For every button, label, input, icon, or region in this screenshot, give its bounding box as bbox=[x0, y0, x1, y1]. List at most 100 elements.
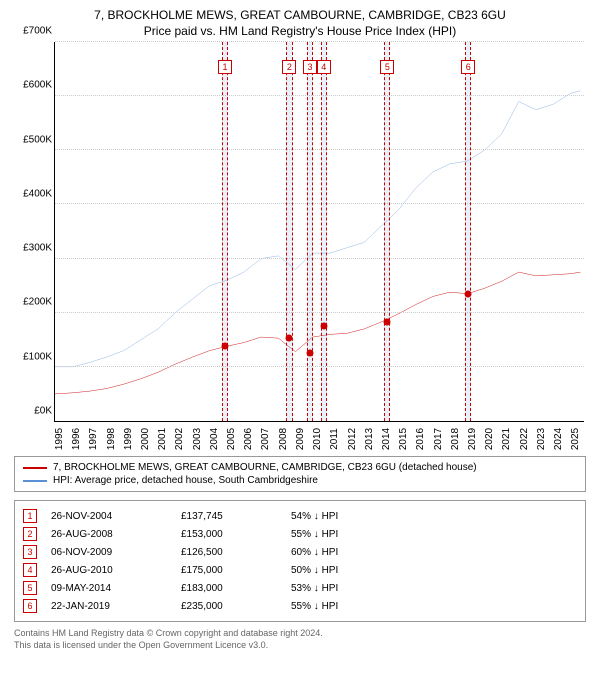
gridline bbox=[55, 203, 584, 204]
x-tick-label: 2000 bbox=[140, 428, 151, 450]
x-tick-label: 2015 bbox=[398, 428, 409, 450]
x-tick-label: 2002 bbox=[174, 428, 185, 450]
gridline bbox=[55, 258, 584, 259]
sale-band bbox=[465, 42, 471, 421]
footer-attribution: Contains HM Land Registry data © Crown c… bbox=[14, 628, 586, 651]
x-tick-label: 2022 bbox=[519, 428, 530, 450]
row-hpi: 55% ↓ HPI bbox=[291, 529, 338, 540]
legend-swatch bbox=[23, 480, 47, 482]
legend-swatch bbox=[23, 467, 47, 469]
x-tick-label: 1997 bbox=[88, 428, 99, 450]
legend: 7, BROCKHOLME MEWS, GREAT CAMBOURNE, CAM… bbox=[14, 456, 586, 492]
row-index-box: 4 bbox=[23, 563, 37, 577]
sale-point-dot bbox=[384, 318, 391, 325]
x-tick-label: 2025 bbox=[570, 428, 581, 450]
chart-area: £0K£100K£200K£300K£400K£500K£600K£700K 1… bbox=[10, 42, 590, 442]
sale-marker-box: 4 bbox=[317, 60, 331, 74]
plot-area: 123456 bbox=[54, 42, 584, 422]
sale-band bbox=[286, 42, 292, 421]
sale-marker-box: 3 bbox=[303, 60, 317, 74]
sale-point-dot bbox=[320, 323, 327, 330]
footer-line1: Contains HM Land Registry data © Crown c… bbox=[14, 628, 586, 640]
legend-row: HPI: Average price, detached house, Sout… bbox=[23, 474, 577, 487]
x-tick-label: 2008 bbox=[278, 428, 289, 450]
y-tick-label: £300K bbox=[23, 243, 52, 254]
row-price: £235,000 bbox=[181, 601, 291, 612]
gridline bbox=[55, 312, 584, 313]
legend-label: HPI: Average price, detached house, Sout… bbox=[53, 475, 318, 486]
x-tick-label: 2023 bbox=[536, 428, 547, 450]
table-row: 2 26-AUG-2008£153,00055% ↓ HPI bbox=[23, 525, 577, 543]
row-date: 22-JAN-2019 bbox=[51, 601, 181, 612]
y-tick-label: £0K bbox=[34, 406, 52, 417]
row-price: £175,000 bbox=[181, 565, 291, 576]
row-hpi: 60% ↓ HPI bbox=[291, 547, 338, 558]
row-date: 26-AUG-2010 bbox=[51, 565, 181, 576]
sale-point-dot bbox=[465, 290, 472, 297]
gridline bbox=[55, 95, 584, 96]
chart-container: 7, BROCKHOLME MEWS, GREAT CAMBOURNE, CAM… bbox=[0, 0, 600, 659]
table-row: 6 22-JAN-2019£235,00055% ↓ HPI bbox=[23, 597, 577, 615]
y-tick-label: £200K bbox=[23, 297, 52, 308]
row-index-box: 2 bbox=[23, 527, 37, 541]
y-tick-label: £500K bbox=[23, 134, 52, 145]
row-hpi: 54% ↓ HPI bbox=[291, 511, 338, 522]
row-index-box: 5 bbox=[23, 581, 37, 595]
x-axis-labels: 1995 1996 1997 1998 1999 2000 2001 2002 2003 2004… bbox=[54, 422, 584, 450]
x-tick-label: 2001 bbox=[157, 428, 168, 450]
row-date: 09-MAY-2014 bbox=[51, 583, 181, 594]
x-tick-label: 2024 bbox=[553, 428, 564, 450]
x-tick-label: 1996 bbox=[71, 428, 82, 450]
x-tick-label: 1999 bbox=[123, 428, 134, 450]
x-tick-label: 2003 bbox=[192, 428, 203, 450]
table-row: 4 26-AUG-2010£175,00050% ↓ HPI bbox=[23, 561, 577, 579]
row-index-box: 6 bbox=[23, 599, 37, 613]
x-tick-label: 2011 bbox=[329, 428, 340, 450]
sale-point-dot bbox=[307, 349, 314, 356]
sale-band bbox=[384, 42, 390, 421]
gridline bbox=[55, 41, 584, 42]
table-row: 509-MAY-2014£183,00053% ↓ HPI bbox=[23, 579, 577, 597]
x-tick-label: 2016 bbox=[415, 428, 426, 450]
row-price: £153,000 bbox=[181, 529, 291, 540]
row-hpi: 50% ↓ HPI bbox=[291, 565, 338, 576]
x-tick-label: 2014 bbox=[381, 428, 392, 450]
y-tick-label: £400K bbox=[23, 188, 52, 199]
row-date: 26-NOV-2004 bbox=[51, 511, 181, 522]
x-tick-label: 2006 bbox=[243, 428, 254, 450]
y-tick-label: £600K bbox=[23, 80, 52, 91]
x-tick-label: 1995 bbox=[54, 428, 65, 450]
y-tick-label: £700K bbox=[23, 26, 52, 37]
legend-row: 7, BROCKHOLME MEWS, GREAT CAMBOURNE, CAM… bbox=[23, 461, 577, 474]
sale-band bbox=[321, 42, 327, 421]
x-tick-label: 2012 bbox=[347, 428, 358, 450]
x-tick-label: 2004 bbox=[209, 428, 220, 450]
x-tick-label: 2018 bbox=[450, 428, 461, 450]
row-hpi: 55% ↓ HPI bbox=[291, 601, 338, 612]
sale-point-dot bbox=[222, 343, 229, 350]
row-index-box: 1 bbox=[23, 509, 37, 523]
x-tick-label: 2013 bbox=[364, 428, 375, 450]
sale-band bbox=[307, 42, 313, 421]
row-price: £126,500 bbox=[181, 547, 291, 558]
table-row: 3 06-NOV-2009£126,50060% ↓ HPI bbox=[23, 543, 577, 561]
row-date: 26-AUG-2008 bbox=[51, 529, 181, 540]
sale-point-dot bbox=[286, 335, 293, 342]
sale-marker-box: 6 bbox=[461, 60, 475, 74]
series-property bbox=[55, 272, 581, 394]
x-tick-label: 2020 bbox=[484, 428, 495, 450]
row-price: £137,745 bbox=[181, 511, 291, 522]
y-tick-label: £100K bbox=[23, 351, 52, 362]
gridline bbox=[55, 149, 584, 150]
x-tick-label: 2005 bbox=[226, 428, 237, 450]
x-tick-label: 2019 bbox=[467, 428, 478, 450]
legend-label: 7, BROCKHOLME MEWS, GREAT CAMBOURNE, CAM… bbox=[53, 462, 477, 473]
row-date: 06-NOV-2009 bbox=[51, 547, 181, 558]
x-tick-label: 2010 bbox=[312, 428, 323, 450]
footer-line2: This data is licensed under the Open Gov… bbox=[14, 640, 586, 652]
table-row: 1 26-NOV-2004£137,74554% ↓ HPI bbox=[23, 507, 577, 525]
sale-marker-box: 5 bbox=[380, 60, 394, 74]
x-tick-label: 1998 bbox=[106, 428, 117, 450]
sale-band bbox=[222, 42, 228, 421]
row-index-box: 3 bbox=[23, 545, 37, 559]
